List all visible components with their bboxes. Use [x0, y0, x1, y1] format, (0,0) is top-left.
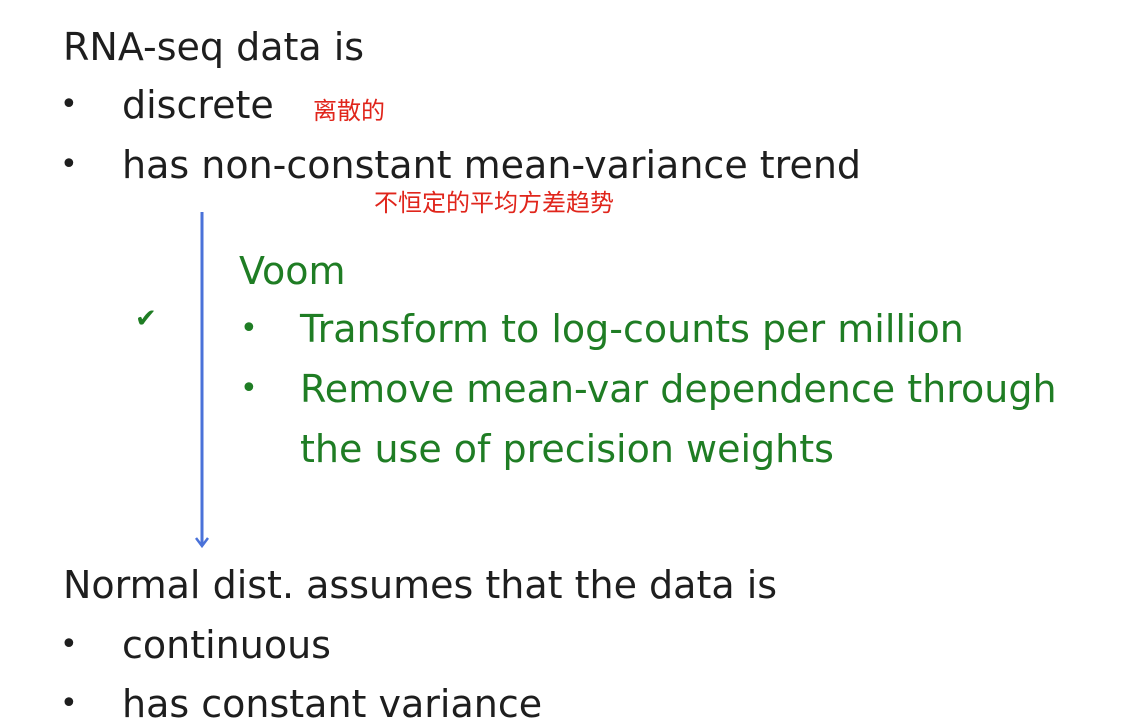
translation-mean-variance-trend: 不恒定的平均方差趋势 — [374, 189, 614, 217]
bullet-icon: • — [240, 371, 258, 406]
item-constant-variance: has constant variance — [122, 682, 543, 726]
voom-heading: Voom — [239, 249, 346, 293]
translation-discrete: 离散的 — [313, 97, 385, 125]
voom-item-transform: Transform to log-counts per million — [300, 307, 964, 351]
section1-heading: RNA-seq data is — [63, 25, 365, 69]
section2-heading: Normal dist. assumes that the data is — [63, 563, 778, 607]
item-mean-variance-trend: has non-constant mean-variance trend — [122, 143, 862, 187]
bullet-icon: • — [60, 87, 78, 122]
item-continuous: continuous — [122, 623, 331, 667]
bullet-icon: • — [60, 627, 78, 662]
voom-item-remove-line1: Remove mean-var dependence through — [300, 367, 1057, 411]
bullet-icon: • — [60, 686, 78, 721]
bullet-icon: • — [240, 311, 258, 346]
check-icon: ✔ — [135, 304, 157, 334]
down-arrow-icon — [195, 212, 209, 549]
item-discrete: discrete — [122, 83, 274, 127]
voom-item-remove-line2: the use of precision weights — [300, 427, 834, 471]
bullet-icon: • — [60, 147, 78, 182]
